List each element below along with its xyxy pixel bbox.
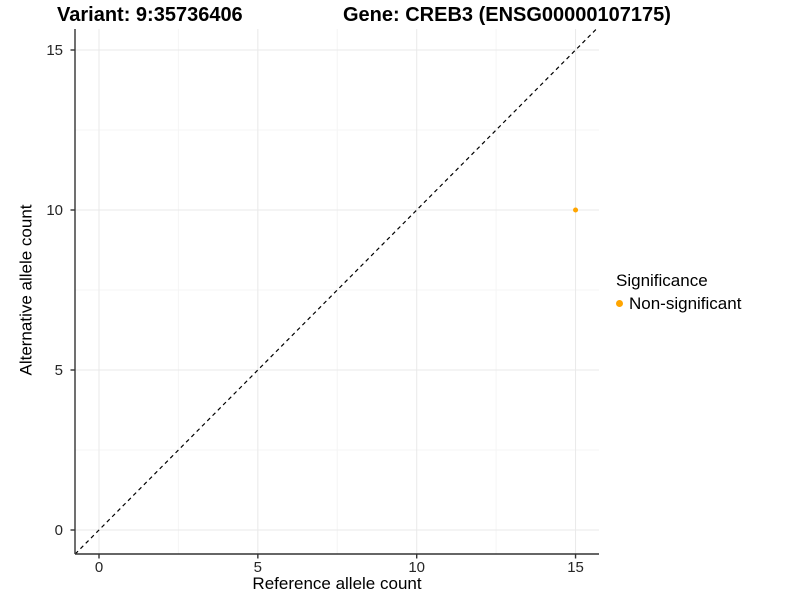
y-tick-label: 0: [54, 521, 63, 539]
x-tick-label: 5: [253, 559, 263, 576]
plot-title-variant: Variant: 9:35736406: [57, 4, 243, 26]
legend-item-label: Non-significant: [629, 294, 742, 313]
legend-item-non-significant: Non-significant: [616, 295, 741, 312]
x-axis-title: Reference allele count: [252, 574, 422, 593]
y-axis-title: Alternative allele count: [16, 204, 36, 376]
legend: Significance Non-significant: [616, 272, 741, 312]
x-tick-label: 15: [567, 559, 584, 576]
plot-title-gene: Gene: CREB3 (ENSG00000107175): [343, 4, 671, 26]
x-tick-label: 10: [408, 559, 426, 576]
legend-title: Significance: [616, 271, 708, 290]
data-point: [573, 207, 579, 213]
y-tick-label: 5: [54, 361, 63, 379]
legend-point-icon: [616, 300, 623, 307]
identity-dashed-line: [74, 28, 597, 555]
x-tick-label: 0: [94, 559, 104, 576]
y-tick-label: 10: [46, 201, 63, 219]
y-tick-label: 15: [46, 41, 63, 59]
